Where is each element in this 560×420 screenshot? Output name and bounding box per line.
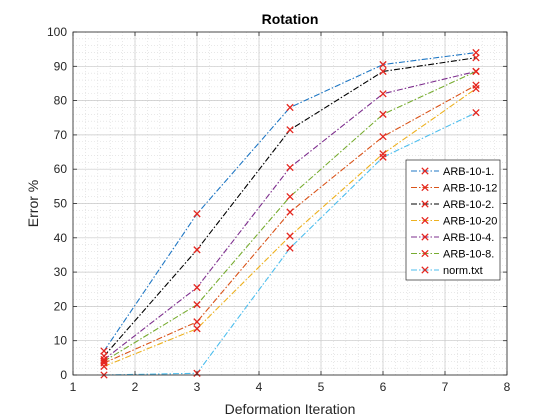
data-point-marker bbox=[379, 110, 387, 118]
legend: ARB-10-1. ARB-10-12 ARB-10-2. ARB-10-20 ARB-… bbox=[405, 159, 501, 281]
data-point-marker bbox=[193, 283, 201, 292]
legend-entry: ARB-10-20 bbox=[411, 216, 497, 228]
data-point-marker bbox=[193, 246, 201, 254]
chart-title: Rotation bbox=[262, 11, 319, 27]
legend-box bbox=[405, 159, 501, 281]
x-tick-label: 2 bbox=[132, 380, 139, 394]
legend-label: ARB-10-12 bbox=[443, 183, 497, 195]
data-point-marker bbox=[379, 90, 387, 98]
y-tick-label: 30 bbox=[54, 265, 68, 279]
legend-entry: ARB-10-8. bbox=[411, 249, 494, 261]
data-point-marker bbox=[286, 163, 294, 172]
x-tick-label: 5 bbox=[318, 380, 325, 394]
data-point-marker bbox=[379, 132, 387, 141]
y-tick-label: 50 bbox=[54, 197, 68, 211]
series-line-7 bbox=[103, 112, 477, 376]
legend-marker bbox=[421, 233, 429, 241]
y-tick-label: 70 bbox=[54, 128, 68, 142]
data-point-marker bbox=[379, 60, 387, 69]
legend-label: norm.txt bbox=[443, 265, 483, 277]
data-point-marker bbox=[193, 301, 201, 309]
data-point-marker bbox=[193, 210, 201, 218]
y-tick-label: 20 bbox=[54, 299, 68, 313]
legend-entries: ARB-10-1. ARB-10-12 ARB-10-2. ARB-10-20 ARB-… bbox=[411, 166, 497, 277]
y-tick-label: 10 bbox=[54, 334, 68, 348]
y-axis-label: Error % bbox=[25, 180, 41, 227]
x-tick-label: 8 bbox=[504, 380, 511, 394]
y-tick-label: 40 bbox=[54, 231, 68, 245]
x-tick-label: 3 bbox=[194, 380, 201, 394]
data-point-marker bbox=[193, 325, 201, 333]
x-tick-label: 1 bbox=[70, 380, 77, 394]
data-point-marker bbox=[286, 232, 294, 240]
data-point-marker bbox=[286, 103, 294, 112]
x-tick-labels: 1 2 3 4 5 6 7 8 bbox=[70, 380, 511, 394]
legend-label: ARB-10-4. bbox=[443, 232, 494, 244]
data-point-marker bbox=[100, 355, 108, 364]
data-point-marker bbox=[193, 318, 201, 326]
data-point-marker bbox=[472, 67, 480, 76]
data-point-marker bbox=[472, 54, 480, 62]
series-line-6 bbox=[103, 70, 477, 362]
x-axis-label: Deformation Iteration bbox=[225, 401, 356, 417]
data-point-marker bbox=[100, 357, 108, 365]
data-point-marker bbox=[379, 153, 387, 161]
legend-marker bbox=[421, 167, 429, 175]
x-tick-label: 7 bbox=[442, 380, 449, 394]
legend-entry: ARB-10-12 bbox=[411, 183, 497, 195]
data-point-marker bbox=[286, 192, 294, 201]
legend-label: ARB-10-1. bbox=[443, 166, 494, 178]
legend-label: ARB-10-20 bbox=[443, 216, 497, 228]
legend-marker bbox=[421, 200, 429, 208]
data-point-marker bbox=[379, 67, 387, 76]
y-tick-label: 100 bbox=[47, 25, 67, 39]
legend-marker bbox=[421, 249, 429, 258]
legend-marker bbox=[421, 266, 429, 274]
data-point-marker bbox=[286, 244, 294, 252]
legend-marker bbox=[421, 216, 429, 225]
legend-label: ARB-10-2. bbox=[443, 199, 494, 211]
y-tick-labels: 0 10 20 30 40 50 60 70 80 90 100 bbox=[47, 25, 67, 382]
legend-entry: norm.txt bbox=[411, 265, 483, 277]
legend-marker bbox=[421, 183, 429, 192]
legend-entry: ARB-10-1. bbox=[411, 166, 494, 178]
x-tick-label: 4 bbox=[256, 380, 263, 394]
series-markers bbox=[100, 48, 480, 379]
data-point-marker bbox=[472, 108, 480, 117]
y-tick-label: 80 bbox=[54, 94, 68, 108]
data-point-marker bbox=[286, 208, 294, 216]
y-tick-label: 0 bbox=[60, 368, 67, 382]
y-tick-label: 90 bbox=[54, 59, 68, 73]
data-point-marker bbox=[472, 84, 480, 93]
legend-label: ARB-10-8. bbox=[443, 249, 494, 261]
data-point-marker bbox=[286, 126, 294, 134]
x-tick-label: 6 bbox=[380, 380, 387, 394]
y-tick-label: 60 bbox=[54, 162, 68, 176]
legend-entry: ARB-10-2. bbox=[411, 199, 494, 211]
axis-ticks bbox=[72, 31, 508, 376]
legend-entry: ARB-10-4. bbox=[411, 232, 494, 244]
